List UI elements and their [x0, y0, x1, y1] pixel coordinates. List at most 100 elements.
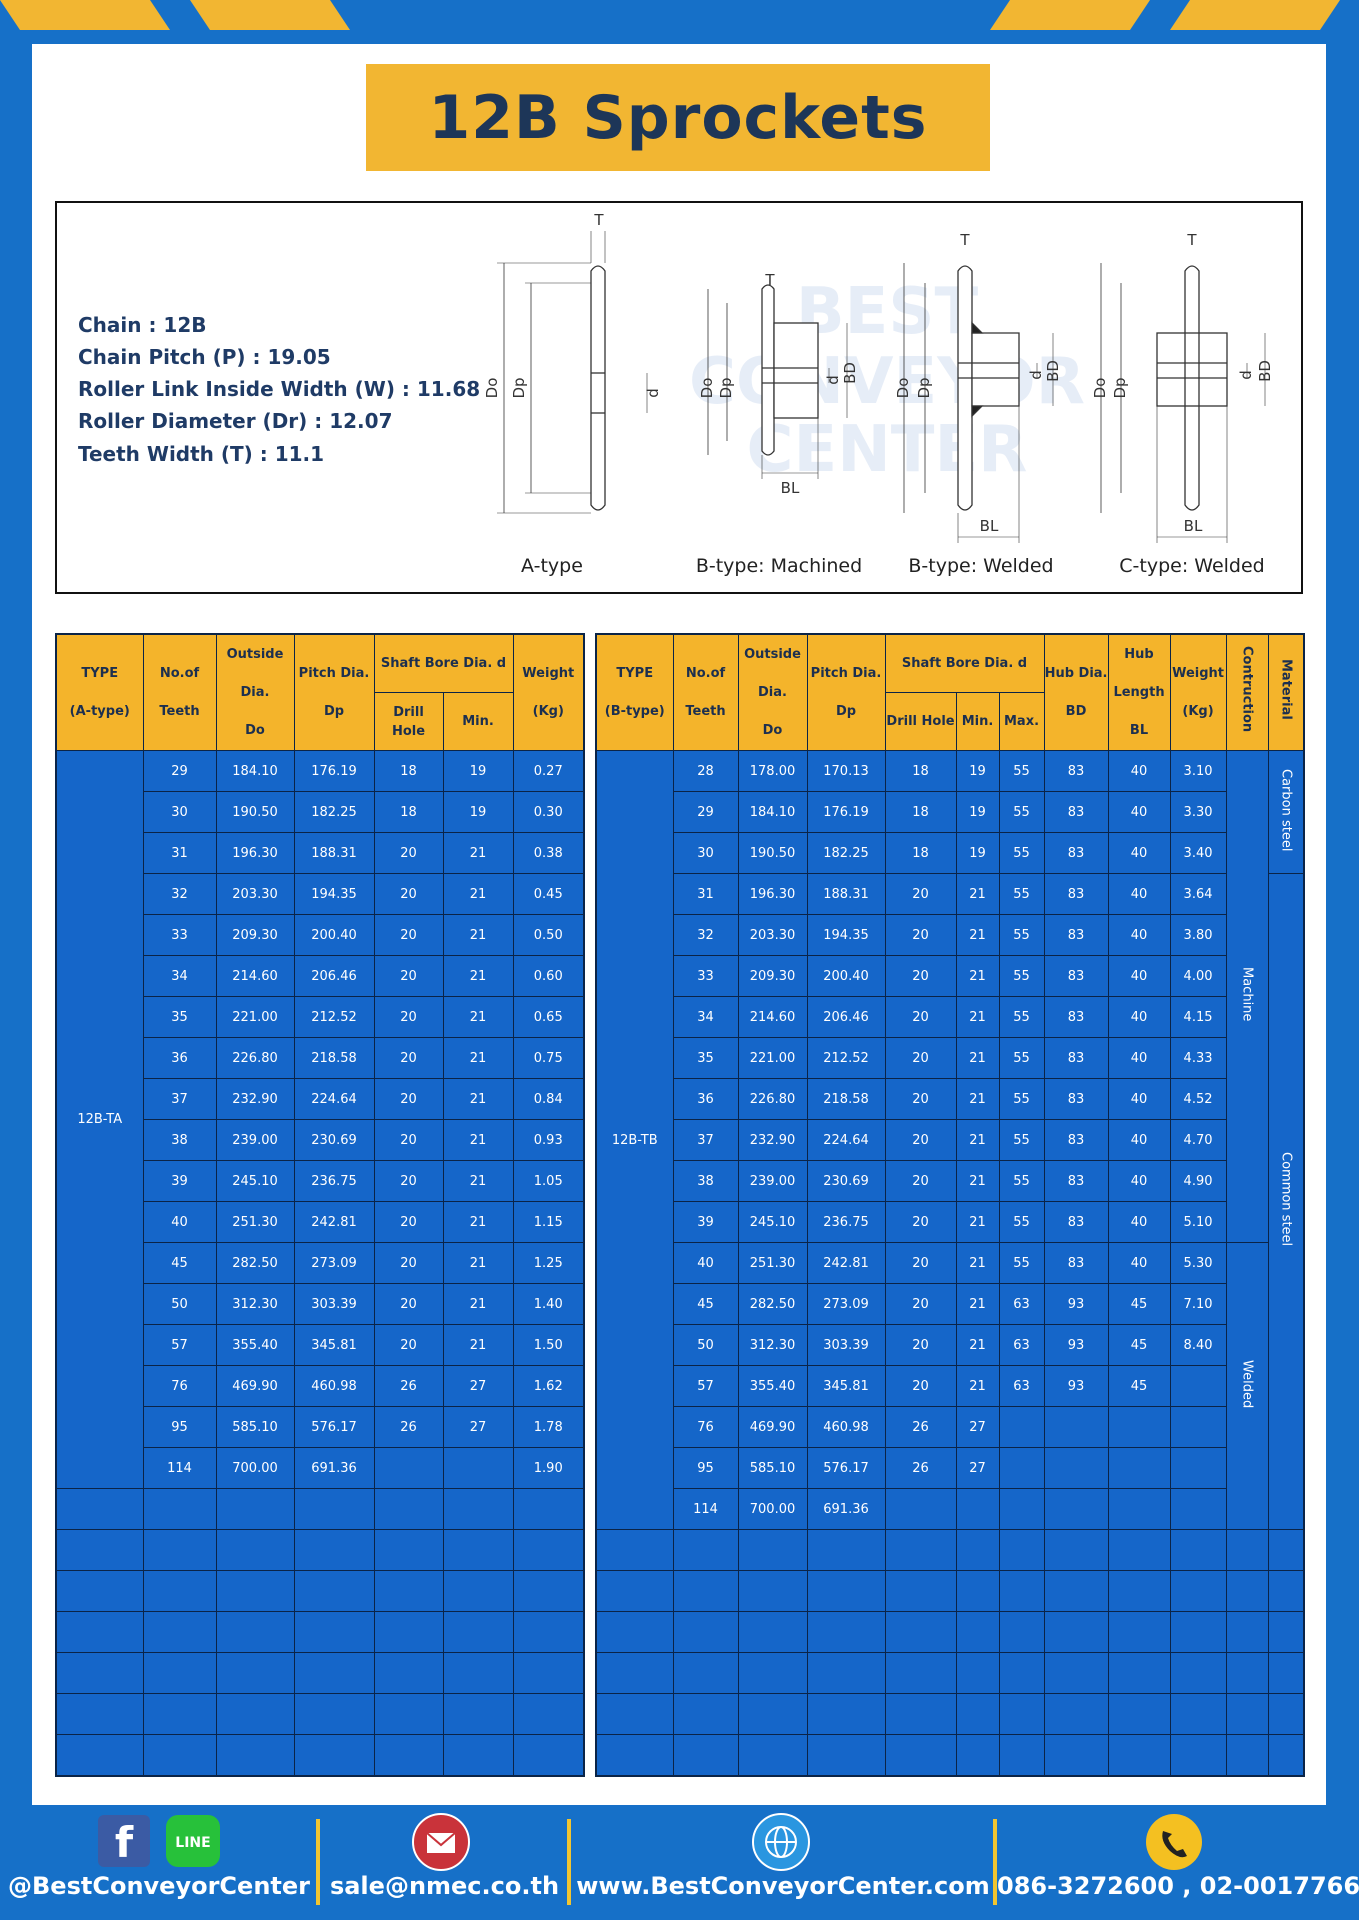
data-cell: [373, 1693, 444, 1735]
cell-value: 50: [697, 1337, 714, 1353]
cell-value: 4.52: [1183, 1091, 1213, 1107]
table-row: 57 355.40 345.81 20 21 63 93 45: [596, 1365, 1304, 1407]
cell-value: 18: [400, 804, 417, 820]
cell-value: 214.60: [749, 1009, 796, 1025]
cell-value: 55: [1013, 845, 1030, 861]
specs: Chain : 12B Chain Pitch (P) : 19.05 Roll…: [78, 313, 480, 466]
data-cell: 194.35: [806, 914, 886, 956]
data-cell: 691.36: [806, 1488, 886, 1530]
data-cell: [142, 1611, 217, 1653]
cell-value: 93: [1067, 1296, 1085, 1312]
data-cell: 76: [142, 1365, 217, 1407]
data-cell: 27: [442, 1365, 514, 1407]
material-label: Carbon steel: [1278, 768, 1294, 852]
data-cell: 0.84: [512, 1078, 585, 1120]
data-cell: [512, 1693, 585, 1735]
table-row: 37 232.90 224.64 20 21 0.84: [56, 1078, 585, 1120]
dimension-labels: T Do Dp d T Do Dp d BD BL T Do Dp d BD B…: [483, 211, 1274, 535]
cell-value: 40: [1130, 1050, 1148, 1066]
cell-value: 39: [171, 1173, 188, 1189]
data-cell: 273.09: [806, 1283, 886, 1325]
data-cell: [884, 1570, 957, 1612]
cell-value: 55: [1013, 1214, 1030, 1230]
header-cell: Outside Dia. Do: [737, 633, 808, 751]
data-cell: 95: [142, 1406, 217, 1448]
cell-value: 469.90: [749, 1419, 796, 1435]
cell-value: 55: [1013, 968, 1030, 984]
header-text: TYPE: [81, 666, 119, 681]
data-cell: 36: [672, 1078, 739, 1120]
cell-value: 251.30: [232, 1214, 278, 1230]
data-cell: 1.90: [512, 1447, 585, 1489]
data-cell: 55: [998, 1078, 1045, 1120]
cell-value: 218.58: [311, 1050, 357, 1066]
empty-cell: [55, 1652, 144, 1694]
cell-value: 27: [969, 1419, 986, 1435]
data-cell: 93: [1043, 1324, 1109, 1366]
cell-value: 83: [1067, 763, 1085, 779]
cell-value: 21: [469, 1214, 487, 1230]
table-row: [595, 1652, 1305, 1694]
cell-value: 20: [400, 1132, 417, 1148]
header-text: Weight: [1172, 666, 1224, 681]
table-row: 57 355.40 345.81 20 21 1.50: [56, 1324, 585, 1366]
data-cell: 0.45: [512, 873, 585, 915]
data-cell: [293, 1570, 375, 1612]
data-cell: [884, 1529, 957, 1571]
data-cell: 45: [1107, 1283, 1171, 1325]
cell-value: 63: [1013, 1296, 1030, 1312]
data-cell: [1169, 1693, 1227, 1735]
header-cell: TYPE (B-type): [595, 633, 674, 751]
cell-value: 20: [400, 927, 417, 943]
data-cell: 0.50: [512, 914, 585, 956]
data-cell: 35: [142, 996, 217, 1038]
cell-value: 45: [1130, 1337, 1148, 1353]
table-row: 32 203.30 194.35 20 21 55 83 40 3.80: [596, 914, 1304, 956]
data-cell: 184.10: [215, 750, 295, 792]
data-cell: [998, 1406, 1045, 1448]
data-cell: [293, 1652, 375, 1694]
table-row: 37 232.90 224.64 20 21 55 83 40 4.70: [596, 1119, 1304, 1161]
cell-value: 20: [400, 1050, 417, 1066]
data-cell: 20: [884, 1160, 957, 1202]
cell-value: 200.40: [823, 968, 869, 984]
cell-value: 37: [171, 1091, 188, 1107]
table-row: 95 585.10 576.17 26 27: [596, 1447, 1304, 1489]
data-cell: 0.38: [512, 832, 585, 874]
table-row: 76 469.90 460.98 26 27: [596, 1406, 1304, 1448]
cell-value: 19: [969, 804, 986, 820]
cell-value: 27: [469, 1378, 487, 1394]
header-cell: Weight (Kg): [512, 633, 585, 751]
cell-value: 40: [1130, 968, 1148, 984]
header-text: Dp: [835, 704, 857, 719]
data-cell: [373, 1611, 444, 1653]
data-cell: 355.40: [737, 1365, 808, 1407]
data-cell: 30: [672, 832, 739, 874]
data-cell: 312.30: [215, 1283, 295, 1325]
data-cell: 83: [1043, 1119, 1109, 1161]
data-cell: 576.17: [806, 1447, 886, 1489]
cell-value: 21: [469, 845, 487, 861]
data-cell: [884, 1611, 957, 1653]
data-cell: 40: [1107, 791, 1171, 833]
cell-value: 83: [1067, 1050, 1085, 1066]
cell-value: 585.10: [749, 1460, 796, 1476]
data-cell: [1107, 1611, 1171, 1653]
empty-cell: [1225, 1693, 1269, 1735]
footer-phone: 086-3272600 , 02-0017766: [997, 1872, 1359, 1900]
data-cell: 29: [142, 750, 217, 792]
cell-value: 242.81: [823, 1255, 869, 1271]
watermark-text: CENTER: [747, 413, 1028, 487]
cell-value: 32: [171, 886, 188, 902]
empty-cell: [1267, 1611, 1305, 1653]
data-cell: [737, 1693, 808, 1735]
data-cell: [142, 1734, 217, 1777]
data-cell: [293, 1529, 375, 1571]
data-cell: 176.19: [806, 791, 886, 833]
data-cell: 40: [1107, 996, 1171, 1038]
data-cell: 218.58: [806, 1078, 886, 1120]
cell-value: 209.30: [749, 968, 796, 984]
data-cell: 40: [1107, 1078, 1171, 1120]
cell-value: 273.09: [823, 1296, 869, 1312]
empty-cell: [55, 1488, 144, 1530]
